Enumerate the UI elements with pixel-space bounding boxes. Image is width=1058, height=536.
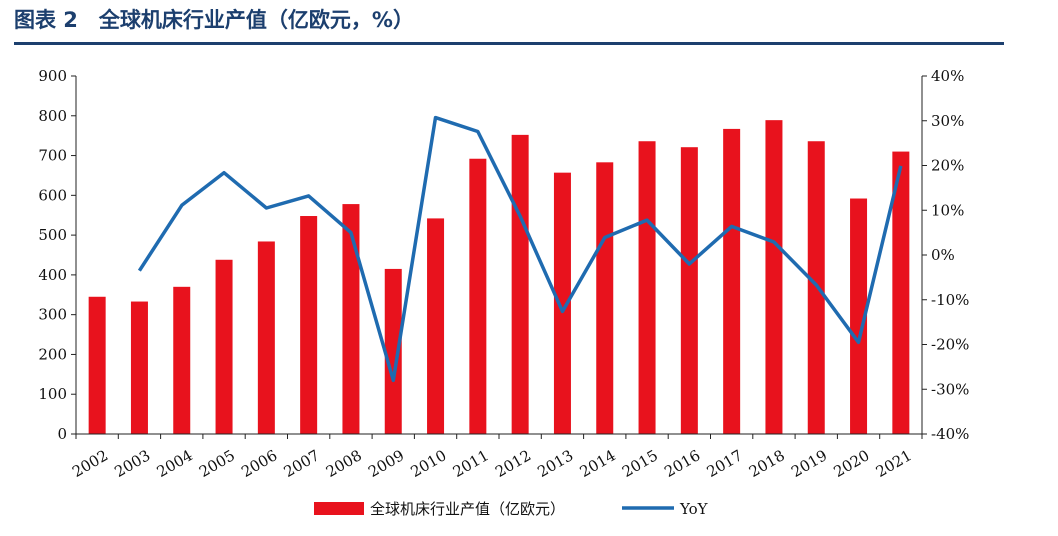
legend-line-label: YoY	[679, 500, 709, 518]
y-left-tick-labels: 0 100 200 300 400 500 600 700 800 900	[38, 67, 67, 443]
x-tick-label: 2014	[577, 446, 619, 481]
x-tick-label: 2004	[154, 446, 196, 481]
bar-2013	[553, 172, 571, 434]
x-tick-label: 2021	[873, 446, 915, 481]
x-tick-labels: 2002 2003 2004 2005 2006 2007 2008 2009 2010 2011…	[69, 446, 915, 481]
y-left-tick-label: 900	[38, 67, 67, 85]
bar-2012	[511, 134, 529, 435]
y-right-tick-label: 20%	[931, 157, 964, 175]
bar-2008	[342, 204, 360, 434]
bar-2015	[638, 141, 656, 435]
x-tick-label: 2002	[69, 446, 111, 481]
bar-2020	[850, 198, 868, 434]
bar-2007	[300, 216, 318, 434]
y-left-tick-label: 800	[38, 107, 67, 125]
x-tick-label: 2017	[704, 446, 746, 481]
x-tick-label: 2015	[619, 446, 661, 481]
y-right-tick-label: -20%	[931, 336, 969, 354]
chart-axes	[71, 75, 927, 439]
y-left-tick-label: 200	[38, 345, 67, 363]
x-tick-label: 2016	[661, 446, 703, 481]
bar-2004	[173, 286, 191, 434]
y-left-tick-label: 600	[38, 186, 67, 204]
x-tick-label: 2020	[830, 446, 872, 481]
x-tick-label: 2018	[746, 446, 788, 481]
x-tick-label: 2011	[450, 446, 492, 481]
bar-2011	[469, 158, 487, 434]
figure-title: 图表 2 全球机床行业产值（亿欧元，%）	[14, 8, 414, 32]
y-right-tick-label: -30%	[931, 380, 969, 398]
y-right-tick-label: 30%	[931, 112, 964, 130]
bar-2009	[384, 268, 402, 434]
y-right-tick-label: -40%	[931, 425, 969, 443]
x-tick-label: 2009	[365, 446, 407, 481]
x-tick-label: 2006	[238, 446, 280, 481]
bar-2016	[680, 147, 698, 435]
y-right-tick-label: 40%	[931, 67, 964, 85]
bar-2018	[765, 120, 783, 435]
x-tick-label: 2013	[534, 446, 576, 481]
y-right-tick-label: 0%	[931, 246, 955, 264]
x-tick-label: 2019	[788, 446, 830, 481]
bar-2021	[892, 151, 910, 435]
y-left-tick-label: 400	[38, 266, 67, 284]
bar-2002	[88, 296, 106, 434]
y-left-tick-label: 500	[38, 226, 67, 244]
y-left-tick-label: 100	[38, 385, 67, 403]
y-left-tick-label: 0	[57, 425, 67, 443]
legend-bar-label: 全球机床行业产值（亿欧元）	[370, 500, 565, 518]
y-right-tick-labels: -40% -30% -20% -10% 0% 10% 20% 30% 40%	[931, 67, 969, 443]
chart-legend: 全球机床行业产值（亿欧元） YoY	[314, 500, 709, 518]
bar-2017	[723, 128, 741, 434]
bar-series	[88, 120, 910, 435]
bar-2005	[215, 259, 233, 434]
bar-2006	[257, 241, 275, 434]
x-tick-label: 2008	[323, 446, 365, 481]
x-tick-label: 2012	[492, 446, 534, 481]
x-tick-label: 2005	[196, 446, 238, 481]
y-left-tick-label: 300	[38, 306, 67, 324]
y-right-tick-label: -10%	[931, 291, 969, 309]
x-tick-label: 2007	[281, 446, 323, 481]
bar-2014	[596, 162, 614, 434]
y-left-tick-label: 700	[38, 147, 67, 165]
line-series	[137, 115, 903, 383]
title-divider	[14, 42, 1004, 45]
y-right-tick-label: 10%	[931, 201, 964, 219]
x-tick-label: 2010	[407, 446, 449, 481]
bar-2010	[427, 218, 445, 434]
bar-2003	[130, 301, 148, 434]
legend-bar-swatch	[314, 502, 364, 515]
x-tick-label: 2003	[111, 446, 153, 481]
